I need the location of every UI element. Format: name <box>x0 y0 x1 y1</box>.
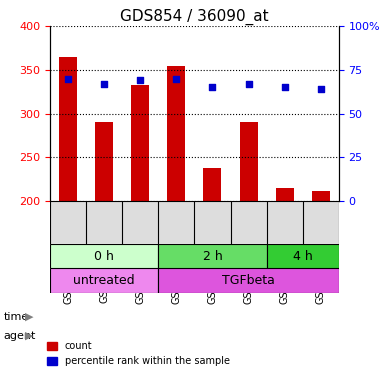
Point <box>137 77 143 83</box>
Text: TGFbeta: TGFbeta <box>222 274 275 287</box>
Bar <box>203 168 221 201</box>
Bar <box>95 122 113 201</box>
Point <box>209 84 216 90</box>
Bar <box>239 122 258 201</box>
Point <box>65 76 71 82</box>
Bar <box>167 66 186 201</box>
Bar <box>312 191 330 201</box>
Bar <box>59 57 77 201</box>
Point <box>173 76 179 82</box>
Title: GDS854 / 36090_at: GDS854 / 36090_at <box>120 9 269 25</box>
Text: ▶: ▶ <box>25 331 33 340</box>
FancyBboxPatch shape <box>266 244 339 268</box>
Text: agent: agent <box>4 331 36 340</box>
Legend: count, percentile rank within the sample: count, percentile rank within the sample <box>44 338 234 370</box>
FancyBboxPatch shape <box>50 268 158 292</box>
Point <box>101 81 107 87</box>
Text: time: time <box>4 312 29 322</box>
Text: ▶: ▶ <box>25 312 33 322</box>
FancyBboxPatch shape <box>158 268 339 292</box>
FancyBboxPatch shape <box>50 244 158 268</box>
Point <box>318 86 324 92</box>
Text: untreated: untreated <box>74 274 135 287</box>
Text: 0 h: 0 h <box>94 250 114 263</box>
Bar <box>131 85 149 201</box>
Bar <box>276 188 294 201</box>
Text: 2 h: 2 h <box>203 250 223 263</box>
FancyBboxPatch shape <box>158 244 266 268</box>
Text: 4 h: 4 h <box>293 250 313 263</box>
Point <box>246 81 252 87</box>
Point <box>281 84 288 90</box>
